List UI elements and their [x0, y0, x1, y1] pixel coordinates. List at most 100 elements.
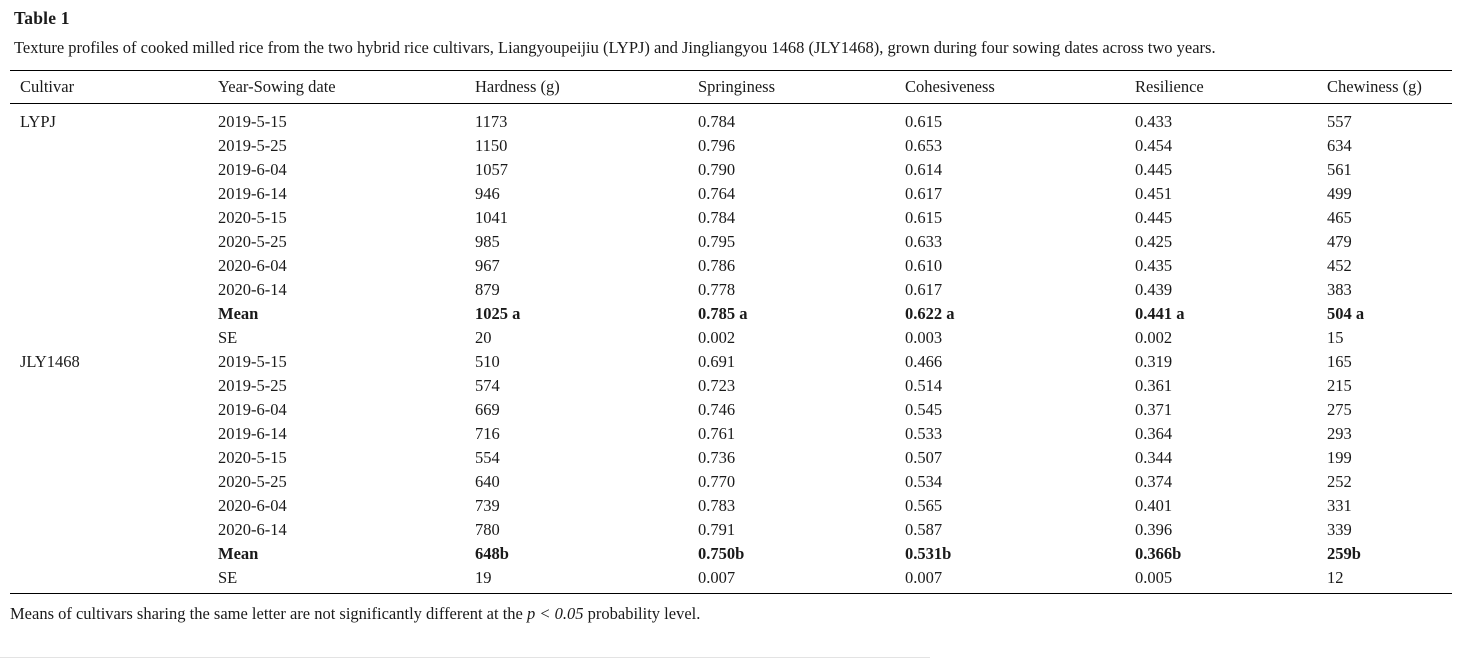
- footnote-suffix: probability level.: [583, 604, 701, 623]
- table-cell: 0.791: [698, 520, 736, 539]
- table-cell: 2019-6-04: [218, 400, 287, 419]
- table-cell: 2020-5-15: [218, 448, 287, 467]
- table-row: 2020-6-04 967 0.786 0.610 0.435 452: [10, 254, 1452, 278]
- table-cell: 15: [1327, 328, 1344, 347]
- table-cell: 331: [1327, 496, 1352, 515]
- table-cell: 2019-5-25: [218, 376, 287, 395]
- table-row: 2020-5-15 1041 0.784 0.615 0.445 465: [10, 206, 1452, 230]
- table-cell: [10, 446, 218, 470]
- table-cell: 2020-6-04: [218, 256, 287, 275]
- table-cell: 165: [1327, 352, 1352, 371]
- table-cell: 0.374: [1135, 472, 1173, 491]
- table-cell: 0.441 a: [1135, 304, 1185, 323]
- table-cell: 0.514: [905, 376, 943, 395]
- table-cell: 2019-6-14: [218, 184, 287, 203]
- table-row: 2019-6-04 669 0.746 0.545 0.371 275: [10, 398, 1452, 422]
- table-cell: 0.750b: [698, 544, 745, 563]
- table-cell: 465: [1327, 208, 1352, 227]
- table-cell: 0.764: [698, 184, 736, 203]
- table-cell: [10, 374, 218, 398]
- table-cell: 780: [475, 520, 500, 539]
- table-cell: 0.615: [905, 208, 943, 227]
- table-cell: 339: [1327, 520, 1352, 539]
- table-cell: 0.610: [905, 256, 943, 275]
- table-cell: 879: [475, 280, 500, 299]
- table-cell: 2020-5-25: [218, 472, 287, 491]
- table-cell: 0.587: [905, 520, 943, 539]
- table-cell: 0.786: [698, 256, 736, 275]
- table-cell: 2019-6-14: [218, 424, 287, 443]
- column-header-resilience: Resilience: [1135, 77, 1204, 96]
- column-header-springiness: Springiness: [698, 77, 776, 96]
- table-cell: 2020-6-04: [218, 496, 287, 515]
- table-cell: 2020-6-14: [218, 520, 287, 539]
- table-cell: 383: [1327, 280, 1352, 299]
- table-cell: [10, 422, 218, 446]
- column-header-chewiness: Chewiness (g): [1327, 77, 1422, 96]
- table-cell: SE: [218, 328, 238, 347]
- table-row: 2019-6-14 716 0.761 0.533 0.364 293: [10, 422, 1452, 446]
- table-cell: 0.736: [698, 448, 736, 467]
- table-cell: 2020-6-14: [218, 280, 287, 299]
- table-cell: [10, 206, 218, 230]
- table-cell: [10, 134, 218, 158]
- table-cell: 0.454: [1135, 136, 1173, 155]
- table-cell: 12: [1327, 568, 1344, 587]
- table-cell: 0.653: [905, 136, 943, 155]
- table-cell: Mean: [218, 544, 259, 563]
- table-cell: [10, 326, 218, 350]
- table-cell: 2019-5-15: [218, 112, 287, 131]
- table-cell: 504 a: [1327, 304, 1365, 323]
- table-cell: 574: [475, 376, 500, 395]
- table-cell: 0.534: [905, 472, 943, 491]
- table-cell: 2019-5-15: [218, 352, 287, 371]
- table-cell: JLY1468: [20, 352, 80, 371]
- table-cell: 1057: [475, 160, 508, 179]
- table-cell: 0.778: [698, 280, 736, 299]
- table-cell: 0.784: [698, 112, 736, 131]
- table-cell: 0.439: [1135, 280, 1173, 299]
- table-cell: 0.531b: [905, 544, 952, 563]
- table-cell: 199: [1327, 448, 1352, 467]
- table-cell: 0.002: [698, 328, 736, 347]
- table-cell: 0.425: [1135, 232, 1173, 251]
- table-cell: 510: [475, 352, 500, 371]
- table-cell: 0.366b: [1135, 544, 1182, 563]
- table-cell: 0.795: [698, 232, 736, 251]
- table-cell: [10, 494, 218, 518]
- table-cell: SE: [218, 568, 238, 587]
- table-cell: 259b: [1327, 544, 1361, 563]
- footnote-text: Means of cultivars sharing the same lett…: [10, 604, 527, 623]
- table-cell: 634: [1327, 136, 1352, 155]
- table-cell: 554: [475, 448, 500, 467]
- table-row: 2020-5-15 554 0.736 0.507 0.344 199: [10, 446, 1452, 470]
- column-header-year-sowing-date: Year-Sowing date: [218, 77, 336, 96]
- table-cell: 0.433: [1135, 112, 1173, 131]
- table-cell: 557: [1327, 112, 1352, 131]
- table-row: 2020-5-25 640 0.770 0.534 0.374 252: [10, 470, 1452, 494]
- table-row: 2019-6-04 1057 0.790 0.614 0.445 561: [10, 158, 1452, 182]
- table-cell: 293: [1327, 424, 1352, 443]
- table-cell: 0.344: [1135, 448, 1173, 467]
- table-footnote: Means of cultivars sharing the same lett…: [10, 603, 1452, 625]
- table-cell: 648b: [475, 544, 509, 563]
- bottom-faint-rule: [0, 657, 930, 658]
- table-cell: 0.005: [1135, 568, 1173, 587]
- table-cell: 2019-5-25: [218, 136, 287, 155]
- table-row: 2019-5-25 574 0.723 0.514 0.361 215: [10, 374, 1452, 398]
- table-cell: 0.361: [1135, 376, 1173, 395]
- table-cell: 0.003: [905, 328, 943, 347]
- table-cell: 0.783: [698, 496, 736, 515]
- table-cell: 0.401: [1135, 496, 1173, 515]
- table-row: 2019-5-25 1150 0.796 0.653 0.454 634: [10, 134, 1452, 158]
- table-cell: 0.622 a: [905, 304, 955, 323]
- table-cell: 561: [1327, 160, 1352, 179]
- table-cell: 0.796: [698, 136, 736, 155]
- table-cell: 0.691: [698, 352, 736, 371]
- table-row: SE 20 0.002 0.003 0.002 15: [10, 326, 1452, 350]
- table-cell: 0.007: [698, 568, 736, 587]
- table-cell: [10, 542, 218, 566]
- table-cell: 2020-5-25: [218, 232, 287, 251]
- table-header: Cultivar Year-Sowing date Hardness (g) S…: [10, 70, 1452, 104]
- table-cell: [10, 182, 218, 206]
